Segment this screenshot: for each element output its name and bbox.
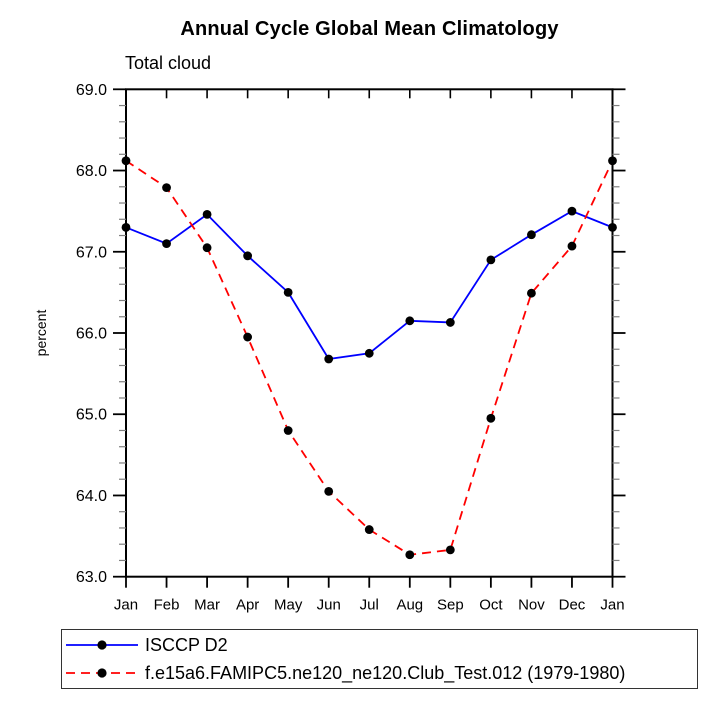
data-point-marker xyxy=(364,525,374,534)
data-point-marker xyxy=(324,354,334,364)
x-tick-label: Oct xyxy=(479,597,503,614)
data-point-marker xyxy=(283,287,293,297)
data-point-marker xyxy=(405,316,415,326)
data-point-marker xyxy=(445,318,455,327)
data-point-marker xyxy=(364,348,374,358)
data-point-marker xyxy=(608,156,617,166)
plot-frame xyxy=(125,88,614,578)
y-tick-label: 69.0 xyxy=(76,82,107,99)
x-tick-label: Jan xyxy=(114,597,138,614)
legend: ISCCP D2 f.e15a6.FAMIPC5.ne120_ne120.Clu… xyxy=(61,629,698,689)
series-lines xyxy=(121,156,617,560)
data-point-marker xyxy=(445,545,455,555)
legend-item-model: f.e15a6.FAMIPC5.ne120_ne120.Club_Test.01… xyxy=(62,659,697,687)
legend-line-sample-model xyxy=(66,668,138,678)
y-tick-label: 63.0 xyxy=(76,569,107,586)
y-tick-label: 67.0 xyxy=(76,244,107,261)
data-point-marker xyxy=(283,426,293,435)
data-point-marker xyxy=(324,487,334,496)
data-point-marker xyxy=(202,209,212,219)
data-point-marker xyxy=(243,251,253,261)
y-tick-label: 66.0 xyxy=(76,326,107,343)
x-tick-label: Jan xyxy=(600,597,624,614)
chart-subtitle: Total cloud xyxy=(125,53,212,73)
data-point-marker xyxy=(567,241,577,251)
legend-sample-marker xyxy=(97,640,107,650)
data-point-marker xyxy=(243,332,253,342)
x-tick-label: Feb xyxy=(154,597,180,614)
legend-line-sample-isccp xyxy=(66,640,138,650)
x-tick-label: Jul xyxy=(360,597,379,614)
series-line-0 xyxy=(125,210,613,360)
y-tick-label: 68.0 xyxy=(76,163,107,180)
x-tick-label: Dec xyxy=(559,597,586,614)
data-point-marker xyxy=(567,206,577,216)
chart-title: Annual Cycle Global Mean Climatology xyxy=(180,18,559,40)
legend-label-isccp: ISCCP D2 xyxy=(145,634,228,655)
legend-item-observation: ISCCP D2 xyxy=(62,631,697,659)
data-point-marker xyxy=(121,156,131,166)
data-point-marker xyxy=(162,239,171,249)
x-tick-label: Jun xyxy=(317,597,341,614)
data-point-marker xyxy=(405,550,415,560)
legend-sample-marker xyxy=(97,668,107,678)
x-tick-label: Apr xyxy=(236,597,259,614)
y-tick-label: 64.0 xyxy=(76,488,107,505)
data-point-marker xyxy=(162,183,171,192)
data-point-marker xyxy=(202,243,212,253)
x-tick-label: Mar xyxy=(194,597,220,614)
x-tick-label: Nov xyxy=(518,597,545,614)
data-point-marker xyxy=(486,255,496,265)
x-tick-label: May xyxy=(274,597,303,614)
legend-label-model: f.e15a6.FAMIPC5.ne120_ne120.Club_Test.01… xyxy=(145,662,626,683)
x-tick-label: Sep xyxy=(437,597,464,614)
data-point-marker xyxy=(527,288,536,298)
y-axis-title: percent xyxy=(33,310,49,357)
axes: 69.0 68.0 67.0 66.0 65.0 64.0 63.0 Jan Feb Mar Apr… xyxy=(76,82,626,614)
data-point-marker xyxy=(121,222,131,232)
x-tick-label: Aug xyxy=(396,597,423,614)
data-point-marker xyxy=(527,230,536,240)
y-tick-label: 65.0 xyxy=(76,407,107,424)
data-point-marker xyxy=(608,222,617,232)
data-point-marker xyxy=(486,413,496,423)
